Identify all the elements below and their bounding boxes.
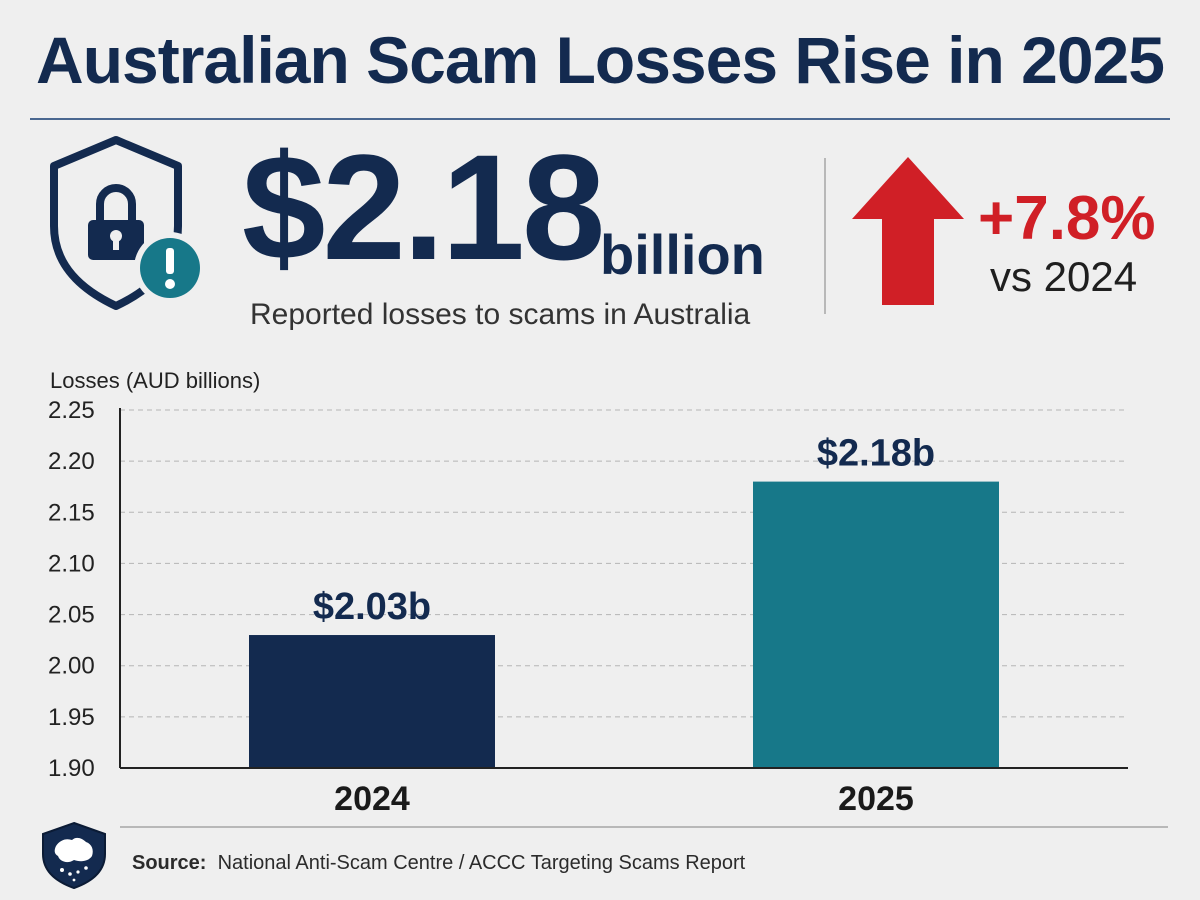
y-tick-label: 2.00 bbox=[48, 653, 95, 680]
y-axis-label: Losses (AUD billions) bbox=[50, 368, 260, 393]
data-label: $2.03b bbox=[313, 586, 431, 628]
y-tick-label: 2.25 bbox=[48, 397, 95, 424]
y-tick-label: 2.20 bbox=[48, 448, 95, 475]
y-tick-label: 2.10 bbox=[48, 550, 95, 577]
footer-divider bbox=[120, 826, 1168, 828]
bar-chart: Losses (AUD billions) 2.25 2.20 2.15 2.10 2.… bbox=[48, 368, 1128, 818]
source-label: Source: bbox=[132, 852, 207, 874]
data-label: $2.18b bbox=[817, 433, 935, 475]
change-comparison: vs 2024 bbox=[990, 253, 1138, 300]
y-tick-label: 1.95 bbox=[48, 704, 95, 731]
bar-2024 bbox=[249, 635, 495, 768]
y-tick-label: 2.05 bbox=[48, 602, 95, 629]
page-title: Australian Scam Losses Rise in 2025 bbox=[36, 23, 1165, 97]
x-tick-label: 2025 bbox=[838, 780, 914, 818]
title-divider bbox=[30, 118, 1170, 120]
bar-2025 bbox=[753, 481, 999, 768]
headline-amount: $2.18 bbox=[242, 123, 605, 291]
y-tick-label: 1.90 bbox=[48, 755, 95, 782]
source-text: National Anti-Scam Centre / ACCC Targeti… bbox=[217, 852, 746, 874]
source-note: Source: National Anti-Scam Centre / ACCC… bbox=[132, 852, 745, 875]
y-tick-label: 2.15 bbox=[48, 499, 95, 526]
percent-change: +7.8% bbox=[978, 184, 1156, 253]
headline-subtitle: Reported losses to scams in Australia bbox=[250, 298, 751, 331]
header-divider bbox=[824, 158, 826, 314]
up-arrow-icon bbox=[852, 157, 964, 305]
x-tick-label: 2024 bbox=[334, 780, 410, 818]
headline-unit: billion bbox=[600, 223, 765, 286]
shield-lock-icon bbox=[50, 136, 206, 310]
alert-icon bbox=[134, 232, 206, 304]
australia-shield-icon bbox=[42, 821, 106, 890]
